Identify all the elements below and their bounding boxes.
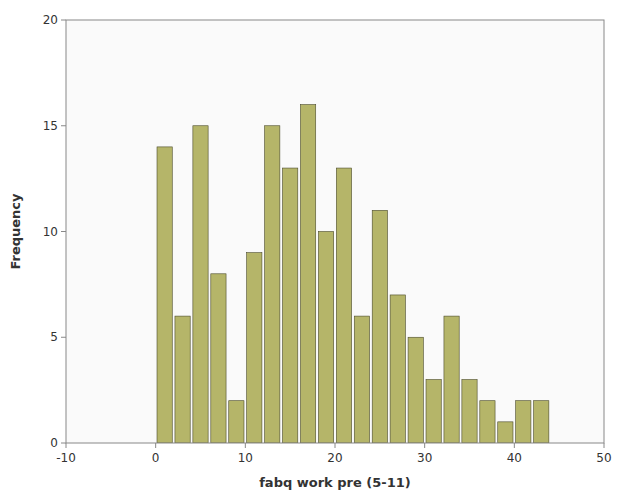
x-tick-label: 40 <box>507 451 522 465</box>
x-axis: -10 0 10 20 30 40 50 <box>56 443 611 465</box>
bar <box>229 401 244 443</box>
bar <box>444 316 459 443</box>
bar <box>283 168 298 443</box>
bar <box>462 380 477 443</box>
bar <box>426 380 441 443</box>
bar <box>498 422 513 443</box>
x-tick-label: 50 <box>596 451 611 465</box>
x-tick <box>514 443 515 448</box>
bar <box>480 401 495 443</box>
x-tick <box>155 443 156 448</box>
y-tick <box>61 443 66 444</box>
x-tick <box>66 443 67 448</box>
bars <box>157 105 549 443</box>
x-tick-label: 0 <box>152 451 160 465</box>
bar <box>390 295 405 443</box>
x-tick <box>604 443 605 448</box>
bar <box>516 401 531 443</box>
y-tick-label: 10 <box>43 225 58 239</box>
x-tick-label: 10 <box>238 451 253 465</box>
x-axis-label: fabq work pre (5-11) <box>259 475 411 490</box>
bar <box>193 126 208 443</box>
frame <box>66 20 604 443</box>
y-tick <box>61 337 66 338</box>
bar <box>408 337 423 443</box>
y-tick <box>61 125 66 126</box>
y-tick-label: 20 <box>43 13 58 27</box>
x-tick <box>245 443 246 448</box>
bar <box>247 253 262 443</box>
y-axis: 0 5 10 15 20 <box>43 13 66 450</box>
bar <box>265 126 280 443</box>
y-tick-label: 15 <box>43 119 58 133</box>
bar <box>534 401 549 443</box>
bar <box>175 316 190 443</box>
y-tick <box>61 20 66 21</box>
plot-area <box>66 20 604 443</box>
x-tick <box>335 443 336 448</box>
x-tick-label: 30 <box>417 451 432 465</box>
y-tick <box>61 231 66 232</box>
x-tick <box>424 443 425 448</box>
x-tick-label: -10 <box>56 451 76 465</box>
chart: -100102030405005101520fabq work pre (5-1… <box>0 0 626 501</box>
bar <box>354 316 369 443</box>
bar <box>372 210 387 443</box>
bar <box>157 147 172 443</box>
y-axis-label: Frequency <box>8 193 23 270</box>
background <box>0 0 626 501</box>
bar <box>300 105 315 443</box>
bar <box>211 274 226 443</box>
bar <box>336 168 351 443</box>
y-tick-label: 0 <box>50 436 58 450</box>
bar <box>318 232 333 444</box>
y-tick-label: 5 <box>50 330 58 344</box>
x-tick-label: 20 <box>327 451 342 465</box>
